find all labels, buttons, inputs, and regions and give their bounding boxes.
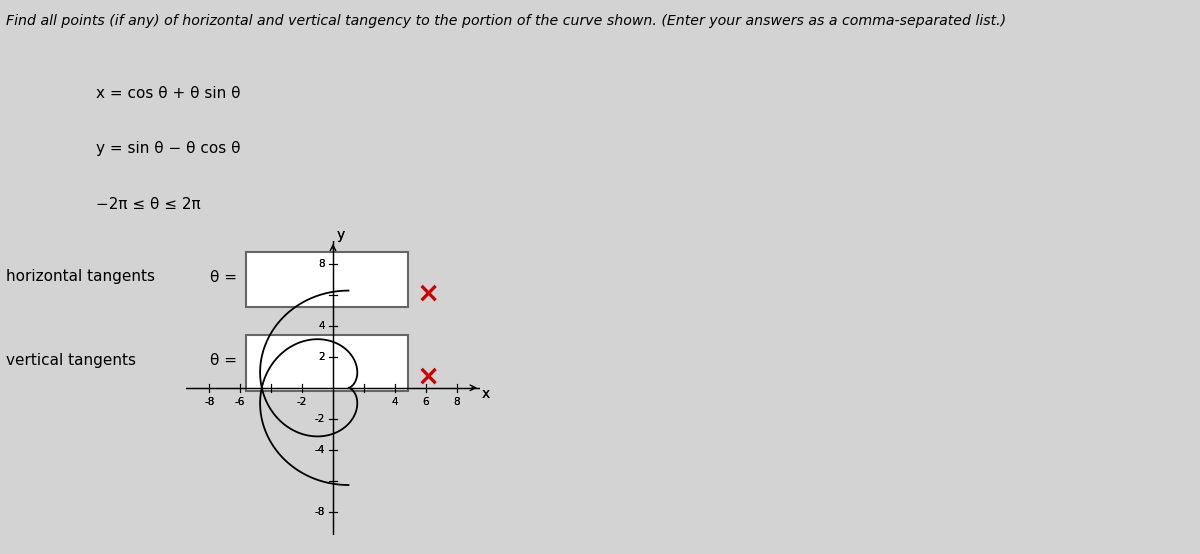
FancyBboxPatch shape	[246, 335, 408, 391]
Text: -8: -8	[204, 397, 215, 407]
Text: y = sin θ − θ cos θ: y = sin θ − θ cos θ	[96, 141, 240, 156]
Text: x: x	[481, 387, 490, 401]
Text: horizontal tangents: horizontal tangents	[6, 269, 155, 285]
Text: x: x	[481, 387, 490, 401]
Text: Find all points (if any) of horizontal and vertical tangency to the portion of t: Find all points (if any) of horizontal a…	[6, 14, 1006, 28]
Text: 8: 8	[454, 397, 460, 407]
Text: -2: -2	[296, 397, 307, 407]
Text: -8: -8	[204, 397, 215, 407]
Text: x = cos θ + θ sin θ: x = cos θ + θ sin θ	[96, 86, 240, 101]
Text: -4: -4	[314, 445, 325, 455]
Text: 8: 8	[319, 259, 325, 269]
Text: ×: ×	[416, 279, 439, 307]
Text: 2: 2	[319, 352, 325, 362]
Text: -4: -4	[314, 445, 325, 455]
FancyBboxPatch shape	[246, 252, 408, 307]
Text: 6: 6	[422, 397, 430, 407]
Text: −2π ≤ θ ≤ 2π: −2π ≤ θ ≤ 2π	[96, 197, 200, 212]
Text: ×: ×	[416, 362, 439, 391]
Text: -2: -2	[314, 414, 325, 424]
Text: 8: 8	[454, 397, 460, 407]
Text: 4: 4	[319, 321, 325, 331]
Text: 4: 4	[319, 321, 325, 331]
Text: 4: 4	[391, 397, 398, 407]
Text: -8: -8	[314, 506, 325, 516]
Text: -6: -6	[235, 397, 245, 407]
Text: θ =: θ =	[210, 269, 238, 285]
Text: y: y	[337, 228, 346, 242]
Text: -2: -2	[296, 397, 307, 407]
Text: vertical tangents: vertical tangents	[6, 352, 136, 368]
Text: -8: -8	[314, 506, 325, 516]
Text: 8: 8	[319, 259, 325, 269]
Text: 4: 4	[391, 397, 398, 407]
Text: 2: 2	[319, 352, 325, 362]
Text: y: y	[337, 228, 346, 242]
Text: θ =: θ =	[210, 352, 238, 368]
Text: -2: -2	[314, 414, 325, 424]
Text: 6: 6	[422, 397, 430, 407]
Text: -6: -6	[235, 397, 245, 407]
